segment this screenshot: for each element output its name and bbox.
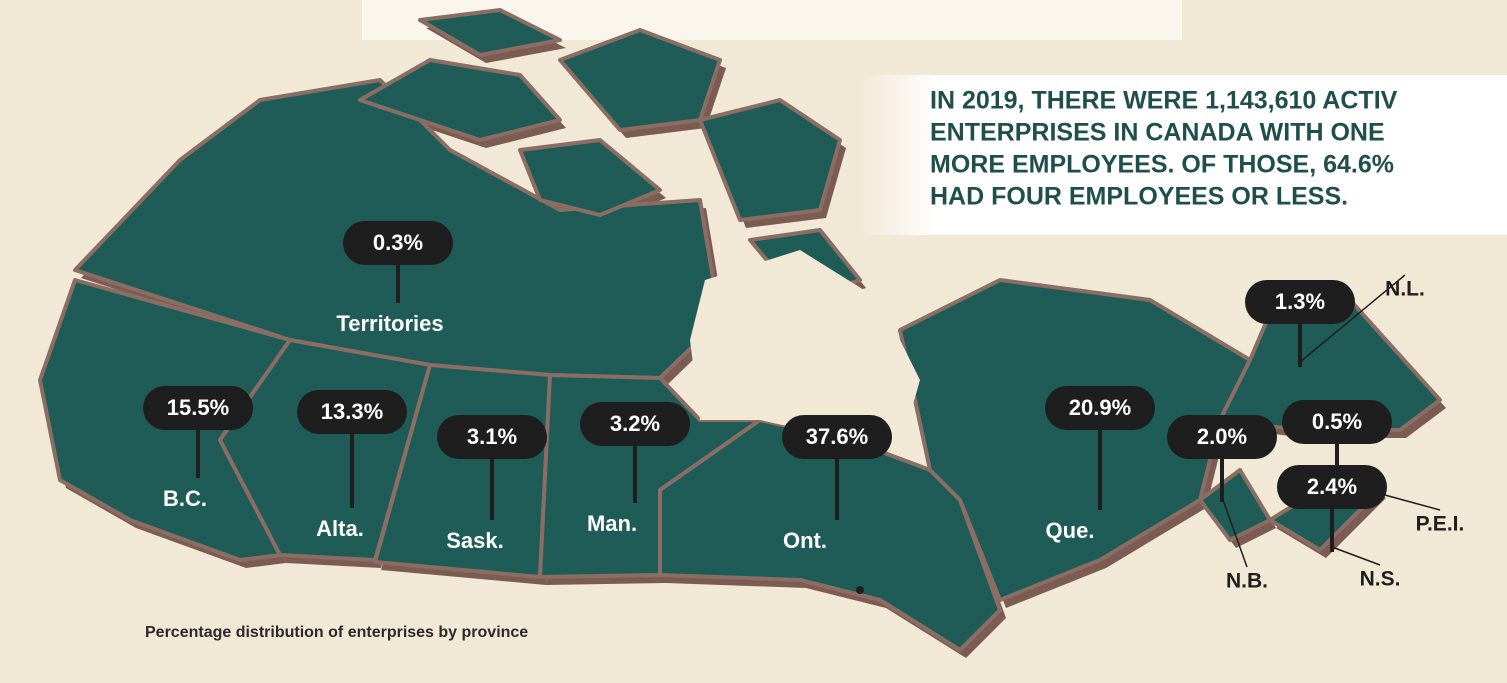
headline: IN 2019, THERE WERE 1,143,610 ACTIV ENTER… [930, 87, 1398, 211]
region-name: Que. [1046, 518, 1095, 543]
callout-pill [1167, 415, 1277, 459]
region-name: N.S. [1360, 568, 1401, 591]
region-shape [558, 28, 722, 132]
headline-line: MORE EMPLOYEES. OF THOSE, 64.6% [930, 151, 1394, 179]
share-label: 3.1% [467, 424, 517, 449]
region-name: N.L. [1385, 278, 1425, 301]
region-shape [418, 8, 562, 57]
region-name: B.C. [163, 486, 207, 511]
headline-line: ENTERPRISES IN CANADA WITH ONE [930, 119, 1385, 147]
share-label: 1.3% [1275, 289, 1325, 314]
callout-pill [1045, 386, 1155, 430]
region-shape [358, 58, 562, 142]
callout-pill [1245, 280, 1355, 324]
dot [856, 586, 864, 594]
headline-line: HAD FOUR EMPLOYEES OR LESS. [930, 183, 1348, 211]
region-name: Sask. [446, 528, 504, 553]
footnote: Percentage distribution of enterprises b… [145, 624, 528, 641]
region-shape [518, 138, 662, 217]
share-label: 15.5% [167, 395, 229, 420]
callout-pill [580, 402, 690, 446]
hudson-bay [690, 250, 920, 450]
share-label: 0.3% [373, 230, 423, 255]
share-label: 37.6% [806, 424, 868, 449]
region-name: Man. [587, 511, 637, 536]
headline-box [860, 75, 1507, 235]
share-label: 0.5% [1312, 409, 1362, 434]
region-name: P.E.I. [1416, 513, 1465, 536]
callout-pill [343, 221, 453, 265]
region-name: Alta. [316, 516, 364, 541]
callout-pill [782, 415, 892, 459]
share-label: 13.3% [321, 399, 383, 424]
share-label: 3.2% [610, 411, 660, 436]
region-shape [698, 98, 842, 222]
share-label: 2.0% [1197, 424, 1247, 449]
share-label: 20.9% [1069, 395, 1131, 420]
headline-line: IN 2019, THERE WERE 1,143,610 ACTIV [930, 87, 1398, 115]
share-label: 2.4% [1307, 474, 1357, 499]
leader-line [1331, 546, 1381, 566]
leader-line [1299, 274, 1406, 363]
callout-pill [143, 386, 253, 430]
callout-pill [297, 390, 407, 434]
region-name: Territories [336, 311, 443, 336]
region-name: N.B. [1226, 570, 1268, 593]
callout-pill [437, 415, 547, 459]
region-name: Ont. [783, 528, 827, 553]
callout-pill [1277, 465, 1387, 509]
callouts: 0.3% Territories 15.5% B.C. 13.3% Alta. 3.1% Sa… [143, 221, 1464, 593]
callout-pill [1282, 400, 1392, 444]
leader-line [1221, 496, 1248, 568]
